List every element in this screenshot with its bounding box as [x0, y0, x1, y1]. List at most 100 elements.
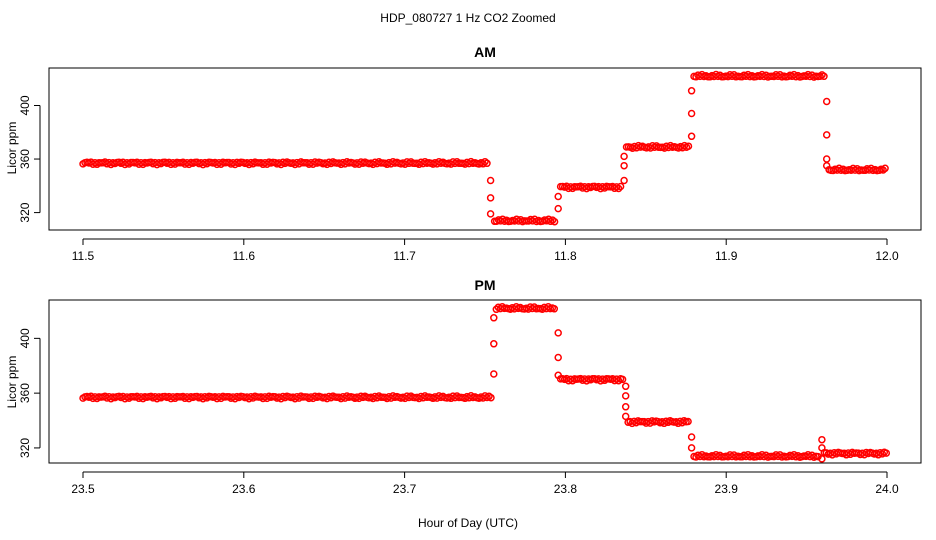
- pm-data-point: [874, 451, 883, 459]
- pm-x-tick-label: 23.9: [715, 482, 739, 496]
- am-data-point: [620, 176, 628, 185]
- am-data-point: [323, 160, 331, 169]
- pm-data-point: [674, 419, 682, 428]
- pm-data-point: [628, 419, 636, 428]
- am-data-points: [79, 70, 889, 226]
- am-x-tick-label: 11.9: [715, 249, 738, 263]
- am-data-point: [479, 160, 487, 168]
- pm-y-tick-label: 360: [18, 383, 32, 403]
- am-x-tick-label: 11.6: [233, 249, 256, 263]
- am-x-tick-label: 12.0: [875, 249, 899, 263]
- am-data-point: [337, 160, 345, 169]
- pm-plot-frame: [48, 299, 922, 464]
- am-data-point: [415, 160, 423, 169]
- pm-x-tick-label: 24.0: [875, 482, 899, 496]
- am-data-point: [822, 155, 831, 163]
- pm-data-point: [487, 393, 495, 402]
- am-data-point: [804, 70, 812, 79]
- am-data-point: [616, 182, 625, 191]
- pm-data-point: [415, 394, 423, 403]
- am-data-point: [544, 215, 553, 223]
- am-data-point: [199, 160, 207, 169]
- am-data-point: [245, 160, 253, 169]
- am-data-point: [790, 70, 798, 79]
- pm-data-point: [818, 435, 826, 444]
- pm-data-point: [337, 394, 345, 403]
- pm-data-point: [490, 370, 498, 378]
- am-data-point: [822, 161, 831, 170]
- pm-data-point: [554, 329, 562, 337]
- am-segment: [490, 215, 559, 226]
- pm-data-point: [538, 305, 547, 313]
- pm-y-tick-label: 400: [18, 328, 32, 348]
- am-data-point: [231, 160, 239, 169]
- am-y-tick-label: 360: [18, 149, 32, 169]
- am-segment: [79, 157, 491, 169]
- am-data-point: [660, 144, 669, 152]
- pm-data-point: [621, 392, 630, 400]
- pm-data-point: [369, 394, 377, 403]
- am-data-point: [620, 152, 628, 161]
- am-panel: AM Licor ppm 11.5 11.6 11.7 11.8 11.9 12.0 320…: [5, 44, 922, 263]
- pm-y-axis-title: Licor ppm: [5, 356, 19, 409]
- am-data-point: [744, 70, 752, 79]
- am-data-point: [512, 215, 521, 223]
- pm-data-point: [291, 394, 299, 403]
- am-data-point: [620, 161, 628, 170]
- am-data-point: [712, 70, 720, 79]
- pm-data-point: [804, 451, 812, 459]
- pm-data-point: [492, 305, 501, 314]
- pm-segment: [820, 448, 891, 459]
- am-data-point: [554, 192, 562, 201]
- pm-x-tick-label: 23.6: [232, 482, 256, 496]
- am-data-point: [822, 131, 831, 139]
- pm-data-point: [744, 450, 752, 459]
- am-data-point: [101, 158, 109, 166]
- pm-data-point: [882, 449, 891, 457]
- pm-data-point: [660, 419, 668, 428]
- am-data-point: [822, 97, 831, 106]
- am-data-point: [291, 160, 299, 169]
- am-data-point: [835, 164, 843, 173]
- pm-data-point: [245, 394, 253, 403]
- am-x-tick-label: 11.5: [72, 249, 95, 263]
- pm-data-point: [692, 453, 700, 461]
- am-panel-title: AM: [474, 44, 496, 60]
- am-y-axis-title: Licor ppm: [5, 122, 19, 175]
- pm-segment: [492, 303, 559, 314]
- am-data-point: [881, 164, 889, 173]
- pm-data-point: [842, 451, 851, 459]
- pm-x-tick-label: 23.7: [393, 482, 417, 496]
- pm-data-point: [554, 371, 562, 380]
- pm-panel: PM Licor ppm 23.5 23.6 23.7 23.8 23.9 24.0 320…: [5, 277, 922, 496]
- pm-data-point: [687, 433, 696, 441]
- am-segment: [622, 141, 693, 152]
- am-data-point: [820, 72, 828, 81]
- pm-segment: [690, 450, 822, 461]
- am-data-point: [687, 87, 696, 95]
- main-title: HDP_080727 1 Hz CO2 Zoomed: [380, 11, 555, 25]
- am-plot-frame: [48, 67, 922, 231]
- pm-data-point: [614, 376, 623, 385]
- pm-data-point: [231, 394, 239, 403]
- am-segment: [556, 182, 625, 193]
- pm-x-tick-label: 23.8: [554, 482, 578, 496]
- pm-panel-title: PM: [475, 277, 496, 293]
- pm-segment: [624, 416, 692, 428]
- am-data-point: [687, 109, 696, 118]
- am-data-point: [687, 132, 696, 141]
- pm-data-point: [621, 403, 630, 411]
- pm-data-point: [818, 444, 826, 452]
- pm-data-points: [79, 303, 891, 463]
- am-data-point: [486, 210, 495, 218]
- pm-data-point: [687, 444, 696, 452]
- pm-plot-area: 23.5 23.6 23.7 23.8 23.9 24.0 320 360 400: [18, 299, 922, 496]
- pm-data-point: [323, 394, 331, 403]
- am-x-tick-label: 11.7: [393, 249, 416, 263]
- am-data-point: [554, 204, 562, 213]
- pm-y-tick-label: 320: [18, 438, 32, 458]
- am-data-point: [369, 160, 377, 169]
- pm-data-point: [790, 450, 798, 459]
- x-axis-title: Hour of Day (UTC): [418, 516, 518, 530]
- pm-data-point: [490, 340, 498, 348]
